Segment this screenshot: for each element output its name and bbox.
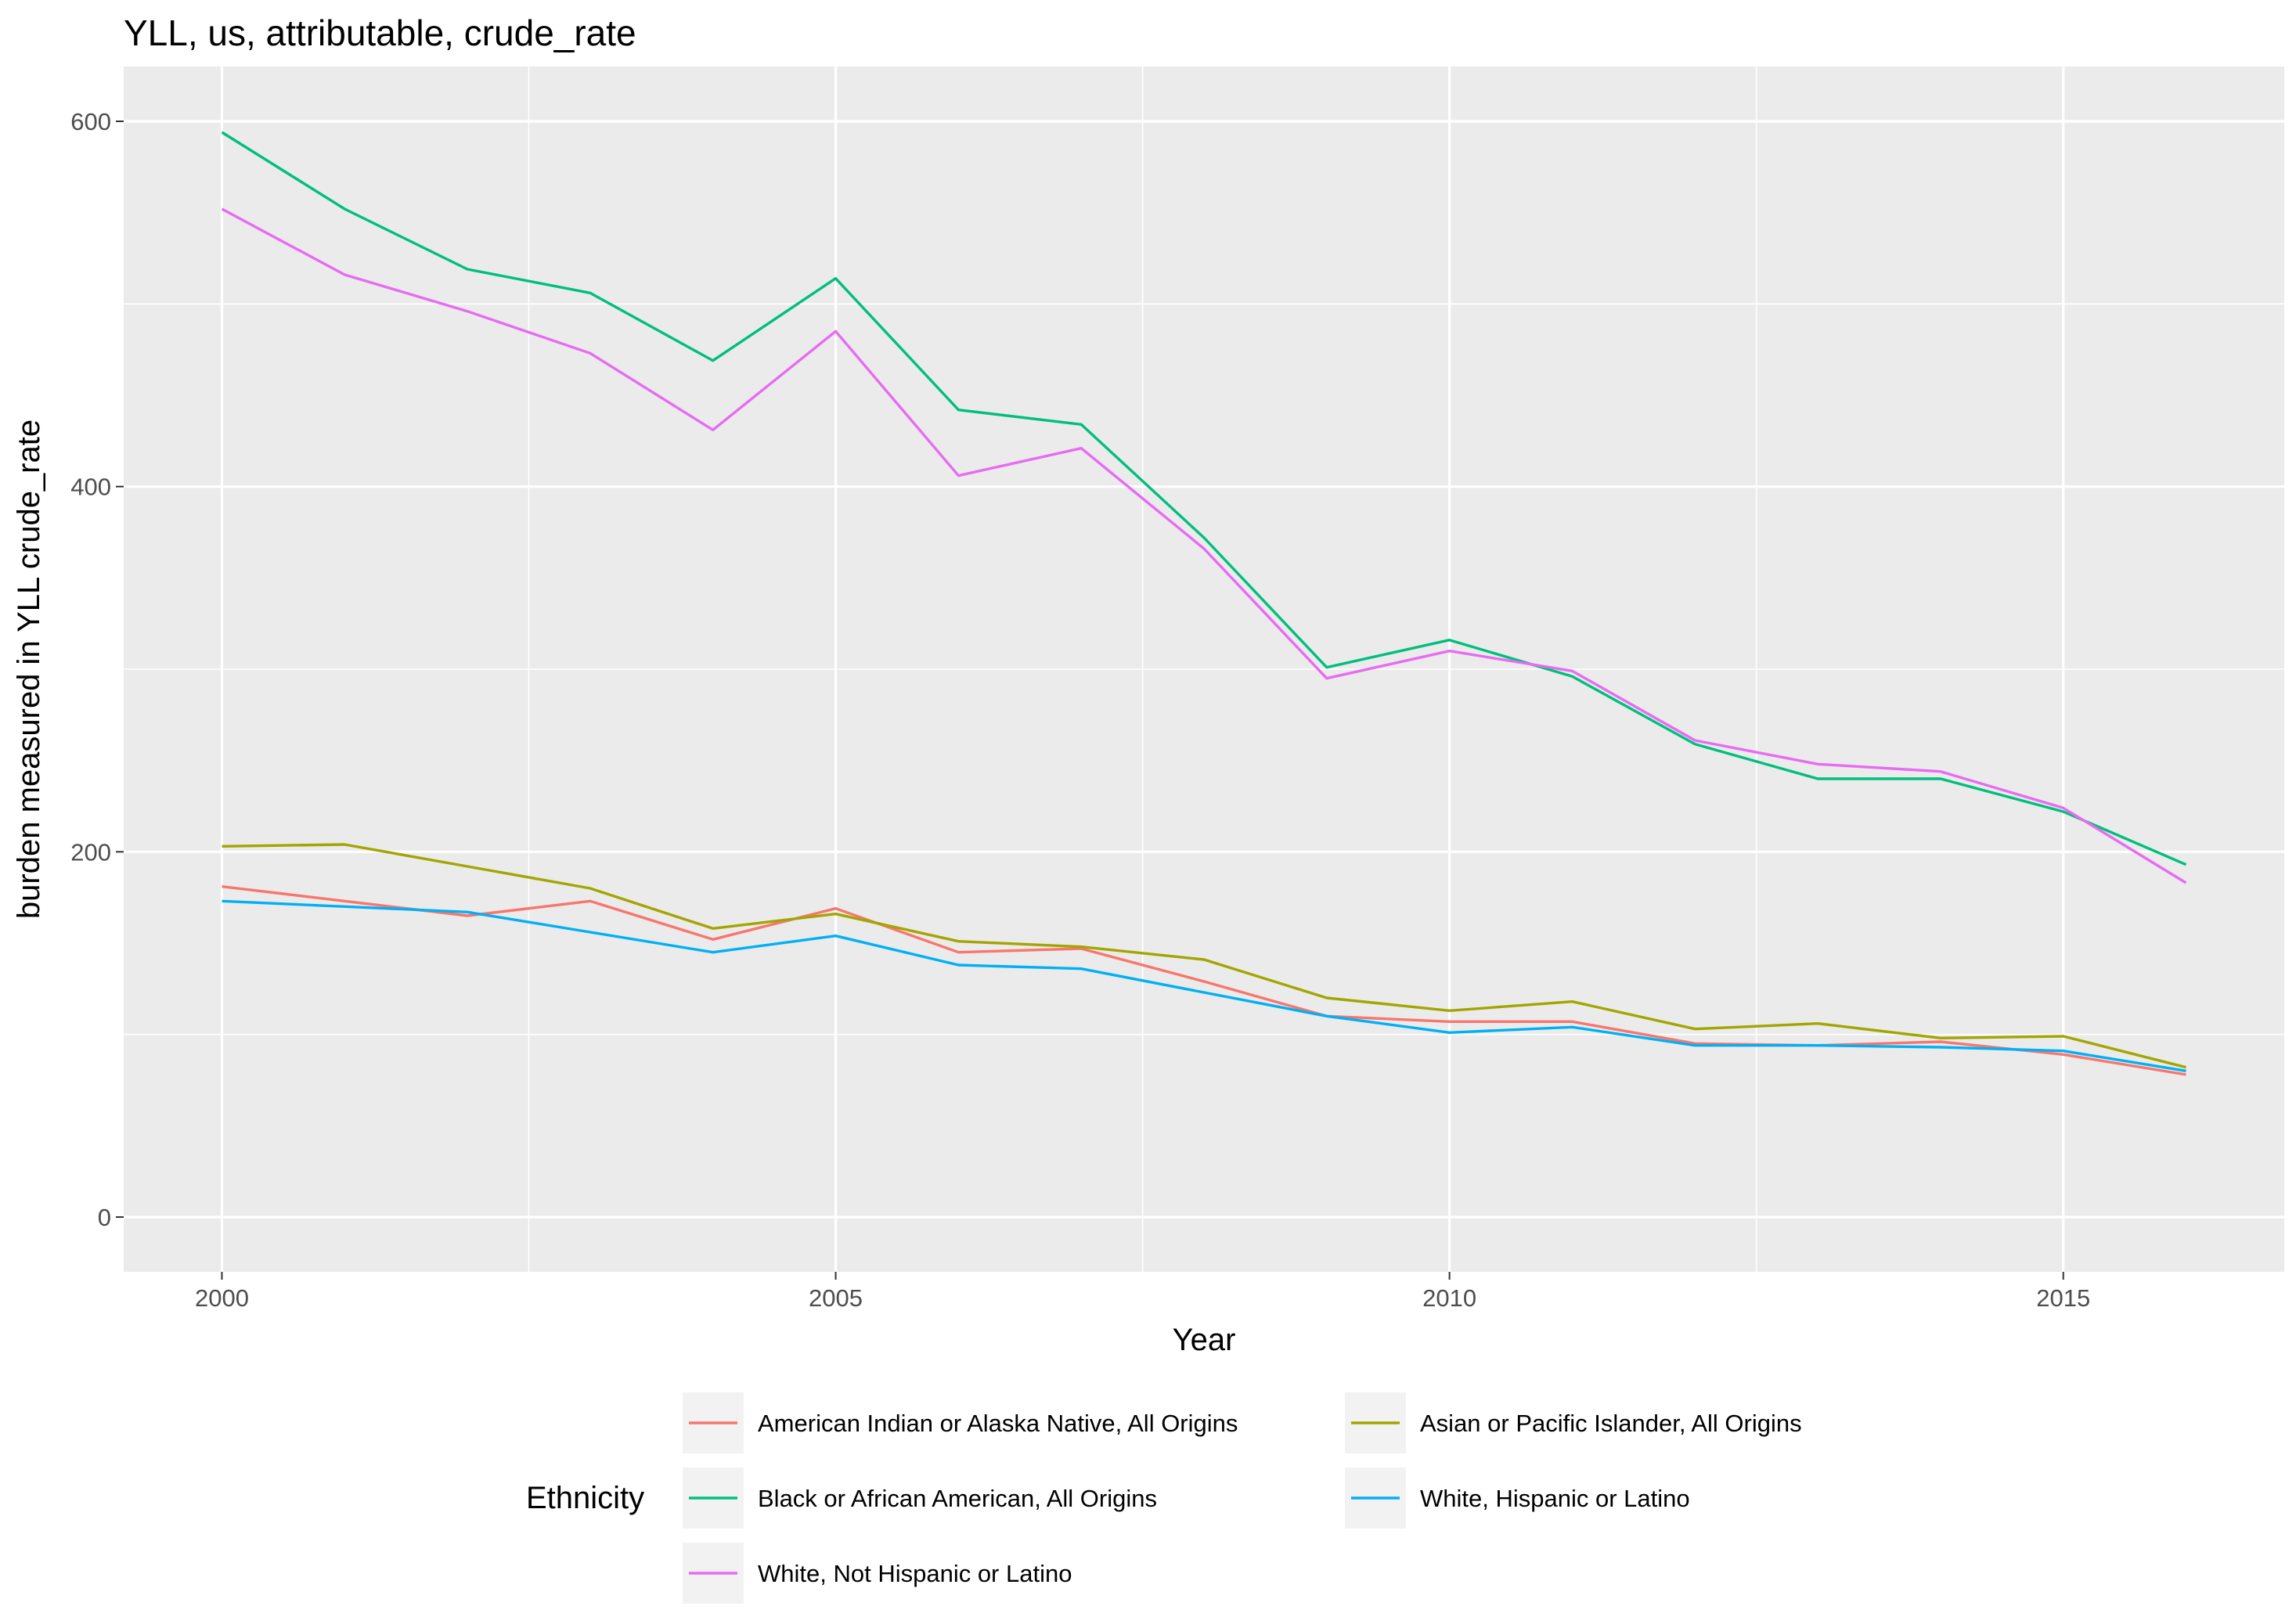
x-axis-title: Year <box>1173 1323 1236 1357</box>
series-line-2 <box>222 843 2186 1069</box>
legend-title: Ethnicity <box>526 1481 644 1515</box>
y-axis: 0 200 400 600 <box>70 108 124 1231</box>
legend-label: White, Not Hispanic or Latino <box>758 1560 1072 1587</box>
series-line-3 <box>221 131 2187 866</box>
x-tick-label: 2000 <box>195 1284 249 1312</box>
x-tick-label: 2010 <box>1422 1284 1476 1312</box>
y-axis-title: burden measured in YLL crude_rate <box>12 420 46 919</box>
legend: Ethnicity American Indian or Alaska Nati… <box>526 1392 1802 1604</box>
series-line-1 <box>222 885 2186 1076</box>
series-line-4 <box>222 899 2186 1072</box>
legend-label: White, Hispanic or Latino <box>1420 1485 1690 1512</box>
legend-label: American Indian or Alaska Native, All Or… <box>758 1410 1238 1437</box>
minor-gridlines <box>124 67 2284 1272</box>
major-gridlines <box>124 67 2284 1272</box>
y-tick-label: 200 <box>70 838 111 866</box>
series-lines <box>221 131 2187 1076</box>
x-axis: 2000 2005 2010 2015 <box>195 1272 2090 1312</box>
y-tick-label: 400 <box>70 474 111 501</box>
x-tick-label: 2015 <box>2036 1284 2090 1312</box>
legend-label: Asian or Pacific Islander, All Origins <box>1420 1410 1802 1437</box>
y-tick-label: 600 <box>70 108 111 135</box>
series-line-5 <box>221 207 2187 884</box>
x-tick-label: 2005 <box>809 1284 863 1312</box>
chart-title: YLL, us, attributable, crude_rate <box>124 13 636 53</box>
y-tick-label: 0 <box>98 1204 111 1231</box>
legend-label: Black or African American, All Origins <box>758 1485 1157 1512</box>
